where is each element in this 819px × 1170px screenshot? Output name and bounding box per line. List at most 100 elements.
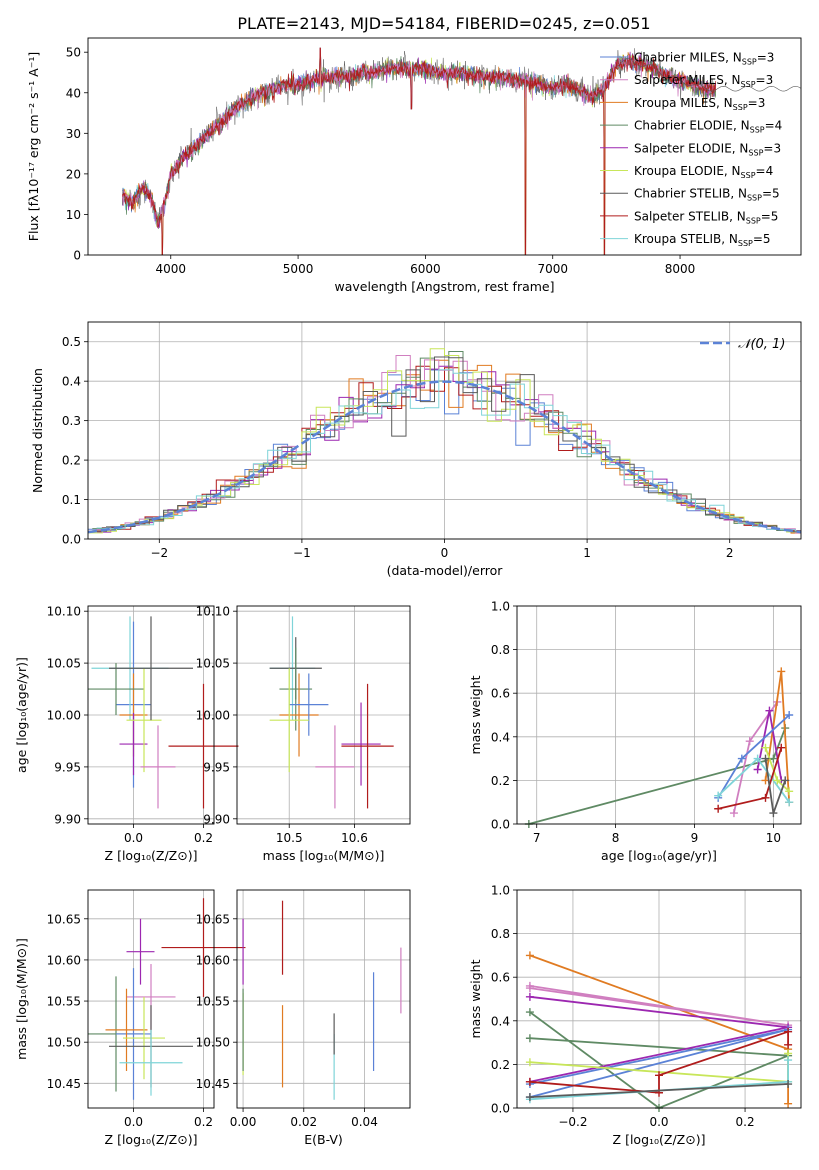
weight-marker [781,776,790,785]
legend-sub: SSP [746,216,761,225]
errorbar-point [119,712,148,776]
y-tick-label: 10.65 [47,912,81,926]
x-axis-label: E(B-V) [304,1132,343,1147]
weight-marker [525,1093,534,1102]
weight-marker [525,1058,534,1067]
histogram-series [92,351,801,533]
histogram-series [96,355,801,534]
legend-label: Kroupa ELODIE, N [634,164,741,178]
y-tick-label: 10.60 [196,953,230,967]
chart-massweight_vs_age: 7 8 9 10 0.0 0.2 0.4 0.6 0.8 1.0 age [log₁₀(age/yr… [468,600,802,863]
spectrum-series [122,47,717,255]
y-axis-label: Flux [fλ10⁻¹⁷ erg cm⁻² s⁻¹ A⁻¹] [26,52,41,241]
spectrum-lines [122,47,801,255]
y-tick-label: 1.0 [491,884,510,898]
legend-sub: SSP [747,194,762,203]
y-tick-label: 0.0 [491,818,510,832]
legend-sub: SSP [750,126,765,135]
y-axis-label: Normed distribution [30,368,45,493]
errorbar-point [109,616,193,721]
legend-sub: SSP [748,148,763,157]
chart-spectrum: 4000 5000 6000 7000 8000 0 10 20 30 40 50 wavelengt… [26,37,802,294]
weight-marker [525,992,534,1001]
errorbars [88,898,246,1100]
errorbar-point [269,668,309,773]
legend-entry: Salpeter ELODIE, NSSP=3 [634,141,781,157]
legend-entry: Chabrier MILES, NSSP=3 [634,51,774,67]
histogram-series [92,359,801,534]
weight-marker [761,793,770,802]
axes-frame [87,37,802,256]
y-tick-label: 10 [66,208,81,222]
x-tick-label: 0.00 [230,1115,257,1129]
x-tick-label: 8 [612,831,620,845]
legend-entry: Chabrier STELIB, NSSP=5 [634,187,780,203]
y-tick-label: 50 [66,46,81,60]
legend-label: Chabrier STELIB, N [634,187,747,201]
legend-sub: SSP [742,58,757,67]
chart-age_vs_mass: 10.5 10.6 9.90 9.95 10.00 10.05 10.10 mass [log… [196,605,411,863]
x-axis-label: mass [log₁₀(M/M⊙)] [263,848,385,863]
y-tick-label: 1.0 [491,600,510,614]
x-axis-label: (data-model)/error [387,563,504,578]
histograms [88,348,801,534]
legend-suffix: =4 [756,164,774,178]
legend-entry: Salpeter MILES, NSSP=3 [634,73,773,89]
weight-marker [784,1056,793,1065]
y-axis-label: mass weight [468,959,483,1038]
weight-marker [745,737,754,746]
y-tick-label: 10.45 [47,1077,81,1091]
weight-marker [525,951,534,960]
weight-marker [525,1008,534,1017]
weight-marker [655,1071,663,1080]
weight-series [525,951,793,1112]
legend-sub: SSP [738,239,753,248]
legend-suffix: =5 [762,187,780,201]
y-tick-label: 10.55 [47,995,81,1009]
y-tick-label: 10.50 [196,1036,230,1050]
x-tick-label: 4000 [155,262,186,276]
axes-frame [87,889,215,1109]
x-tick-label: 6000 [410,262,441,276]
y-axis-label: age [log₁₀(age/yr)] [14,657,29,773]
weight-marker [785,798,794,807]
y-tick-label: 0.2 [491,774,510,788]
x-tick-label: 0.04 [351,1115,378,1129]
x-tick-label: 10 [766,831,781,845]
y-tick-label: 30 [66,127,81,141]
y-tick-label: 9.90 [203,812,230,826]
errorbar-point [279,673,319,757]
legend-suffix: =5 [761,209,779,223]
x-tick-label: 7000 [537,262,568,276]
y-tick-label: 10.10 [196,605,230,619]
errorbar-point [126,668,162,773]
weight-marker [785,787,794,796]
histogram-series [96,369,801,532]
y-tick-label: 0.1 [62,493,81,507]
chart-mass_vs_EBV: 0.00 0.02 0.04 10.45 10.50 10.55 10.60 10.65 E(B… [196,889,411,1147]
errorbars [88,616,239,809]
errorbars [242,900,402,1100]
y-tick-label: 20 [66,167,81,181]
y-tick-label: 0.4 [491,1014,510,1028]
legend-suffix: =3 [757,51,775,65]
x-tick-label: 1 [583,546,591,560]
weight-line [529,1083,789,1098]
y-tick-label: 9.90 [54,812,81,826]
weight-line [528,727,787,825]
weight-marker [525,1034,534,1043]
legend-label: Chabrier MILES, N [634,51,742,65]
axes-frame [236,605,411,825]
errorbar-point [289,673,329,736]
weight-marker [777,667,786,676]
legend-entry: Kroupa STELIB, NSSP=5 [634,232,771,248]
errorbar-point [123,996,165,1080]
y-axis-label: mass [log₁₀(M/M⊙)] [14,938,29,1060]
errorbar-point [88,663,144,715]
errorbar-point [116,968,151,1100]
weight-series [524,667,794,828]
axes-frame [516,889,802,1109]
y-tick-label: 10.55 [196,995,230,1009]
legend-label: Kroupa MILES, N [634,96,733,110]
weight-marker [773,776,782,785]
